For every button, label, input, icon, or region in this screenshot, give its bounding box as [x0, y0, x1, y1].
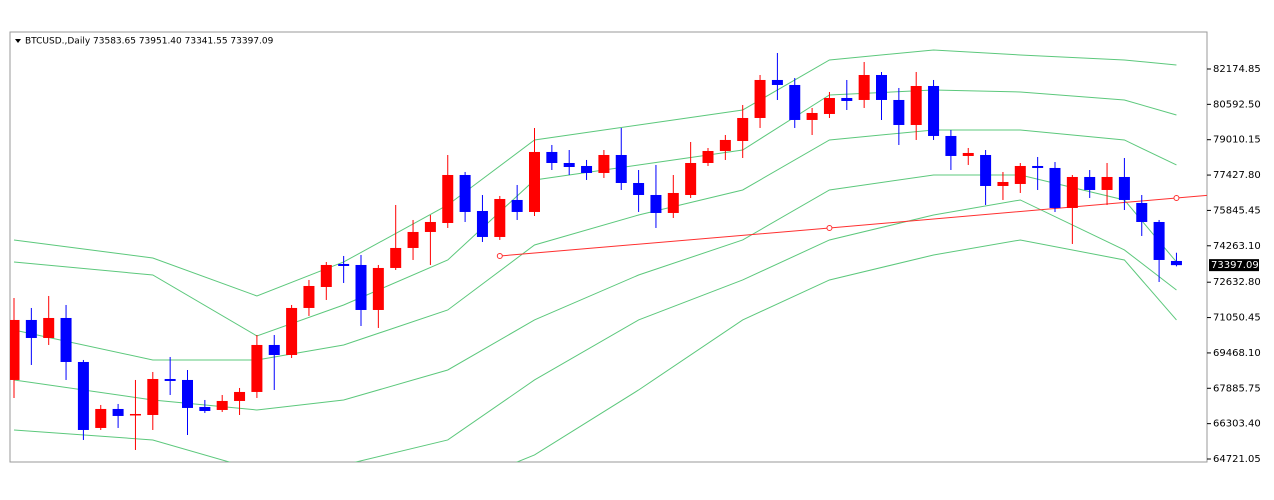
- candle-body: [928, 85, 940, 136]
- candle-body: [25, 319, 37, 338]
- candle-body: [789, 84, 801, 120]
- candle-body: [442, 174, 454, 223]
- trendline-anchor: [1173, 194, 1180, 201]
- candle-body: [598, 154, 610, 173]
- candle-body: [234, 391, 246, 401]
- candle-body: [303, 285, 315, 308]
- candle-body: [546, 151, 558, 163]
- candle-body: [771, 79, 783, 85]
- y-tick-label: 74263.10: [1213, 241, 1261, 252]
- candle-body: [1084, 176, 1096, 190]
- candle-body: [910, 85, 922, 125]
- candle-body: [806, 112, 818, 120]
- candle-body: [1153, 221, 1165, 260]
- candle-body: [251, 344, 263, 392]
- candle-body: [182, 379, 193, 408]
- candle-body: [216, 400, 228, 410]
- candle-body: [945, 135, 957, 156]
- candle-body: [633, 182, 645, 195]
- candle-body: [1032, 165, 1044, 168]
- y-tick-label: 77427.80: [1213, 170, 1261, 181]
- candle-body: [529, 151, 540, 212]
- candle-body: [60, 317, 72, 362]
- candle-body: [286, 307, 298, 355]
- band-line: [13, 199, 1177, 462]
- candle-body: [823, 97, 835, 114]
- y-tick-label: 75845.45: [1213, 205, 1261, 216]
- candle-body: [615, 154, 627, 183]
- menu-arrow: [15, 39, 21, 43]
- candle-body: [650, 194, 662, 213]
- trendline-extension: [1176, 194, 1207, 199]
- y-tick-label: 82174.85: [1213, 64, 1261, 75]
- candle-body: [268, 344, 280, 355]
- candle-body: [338, 263, 350, 266]
- last-price-label: 73397.09: [1211, 260, 1259, 271]
- y-tick-label: 69468.10: [1213, 348, 1261, 359]
- candle-body: [1170, 260, 1182, 266]
- chart-title: BTCUSD.,Daily 73583.65 73951.40 73341.55…: [25, 37, 274, 47]
- y-tick-label: 72632.80: [1213, 277, 1261, 288]
- candle-body: [563, 162, 575, 167]
- y-tick-label: 64721.05: [1213, 454, 1261, 465]
- candle-body: [129, 413, 141, 416]
- trendline-anchor: [496, 252, 503, 259]
- candle-body: [962, 152, 974, 156]
- candle-body: [1049, 167, 1061, 208]
- candle-body: [719, 139, 731, 151]
- candle-body: [667, 192, 679, 213]
- candle-body: [77, 361, 89, 430]
- candle-body: [841, 97, 853, 101]
- candle-body: [10, 319, 20, 380]
- candle-body: [685, 162, 697, 195]
- candle-body: [1118, 176, 1130, 200]
- y-tick-label: 79010.15: [1213, 135, 1261, 146]
- y-tick-label: 66303.40: [1213, 419, 1261, 430]
- y-tick-label: 80592.50: [1213, 99, 1261, 110]
- candle-body: [355, 264, 367, 310]
- candle-body: [494, 198, 506, 237]
- candle-body: [459, 174, 471, 212]
- y-tick-label: 67885.75: [1213, 383, 1261, 394]
- band-line: [515, 239, 1177, 462]
- candle-body: [858, 74, 870, 100]
- candle-body: [43, 317, 55, 338]
- candle-body: [199, 406, 211, 411]
- candle-body: [320, 264, 332, 287]
- candle-body: [581, 165, 593, 173]
- candle-body: [754, 79, 766, 118]
- candle-body: [390, 247, 402, 268]
- candle-body: [980, 154, 992, 186]
- candle-body: [1136, 202, 1148, 222]
- candle-body: [1066, 176, 1078, 208]
- candle-body: [407, 231, 419, 248]
- candle-body: [147, 378, 159, 415]
- candle-body: [1014, 165, 1026, 184]
- plot-area: [10, 49, 1207, 462]
- candle-body: [702, 150, 714, 163]
- candle-body: [164, 378, 176, 381]
- trendline-anchor: [826, 224, 833, 231]
- candle-body: [372, 267, 384, 310]
- candle-body: [737, 117, 749, 141]
- candle-body: [1101, 176, 1113, 190]
- candle-body: [95, 408, 107, 428]
- candle-body: [112, 408, 124, 416]
- candle-body: [893, 99, 905, 125]
- candle-body: [876, 74, 887, 100]
- candle-body: [997, 181, 1009, 186]
- y-tick-label: 71050.45: [1213, 313, 1261, 324]
- candle-body: [511, 199, 523, 212]
- last-price-box: [1209, 259, 1259, 272]
- candle-body: [476, 210, 488, 237]
- band-line: [13, 49, 1177, 297]
- candle-body: [424, 221, 436, 232]
